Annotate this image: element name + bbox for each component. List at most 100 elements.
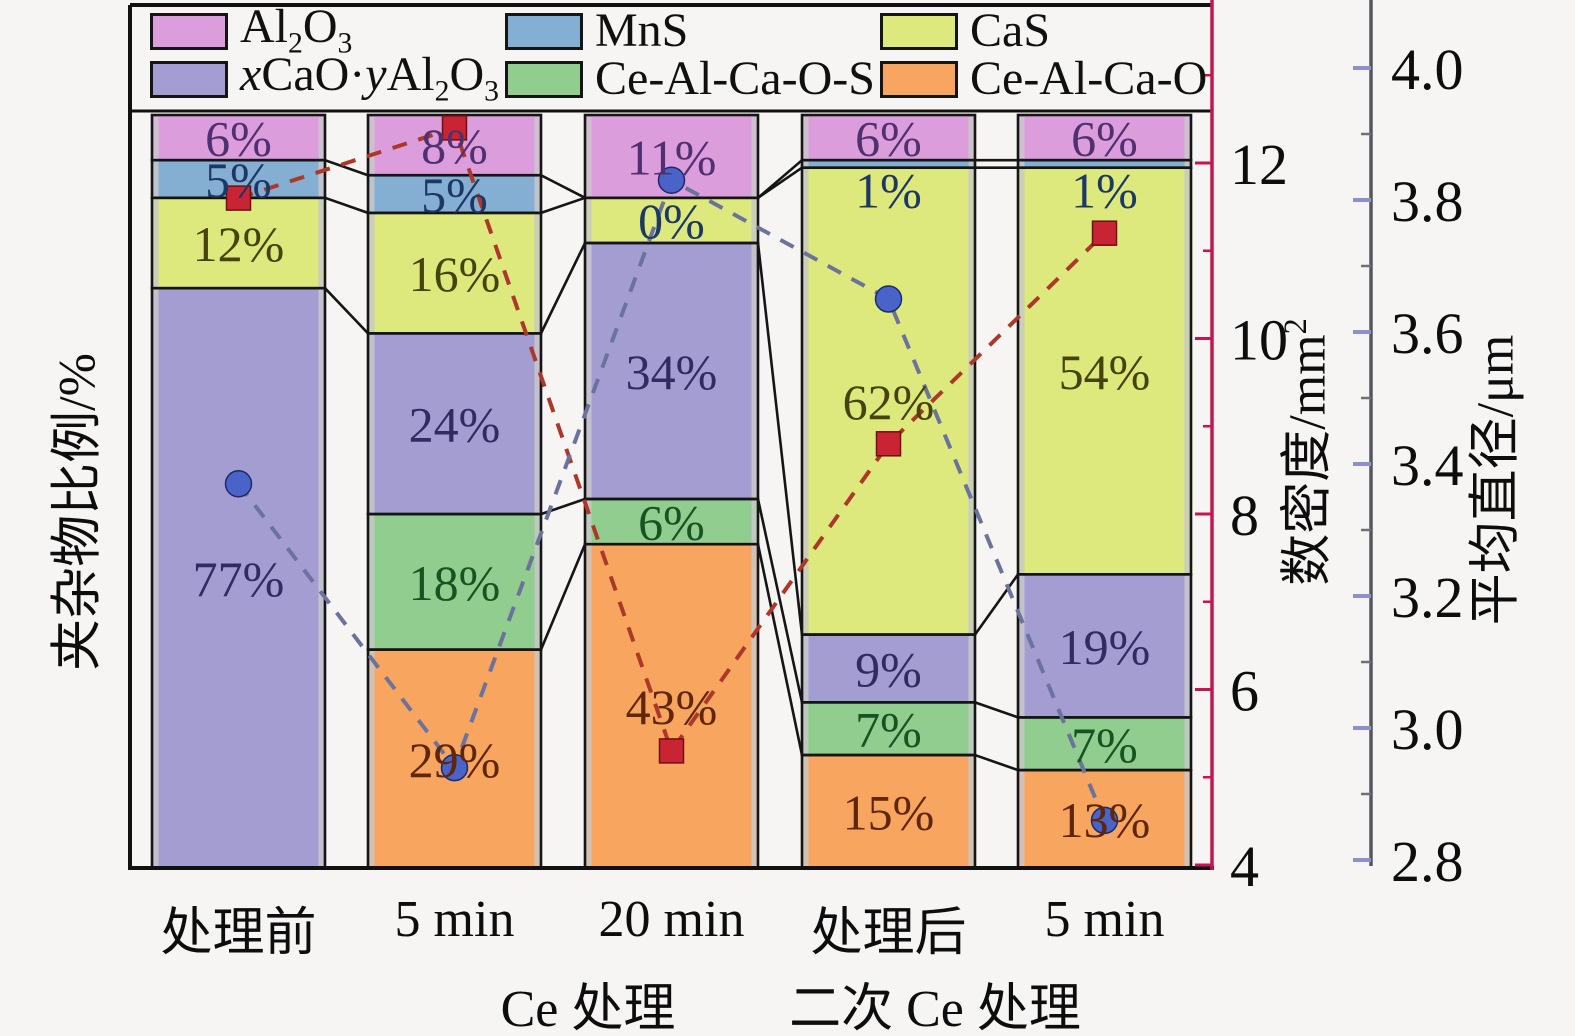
segment-label: 9% xyxy=(855,641,922,697)
legend-label: Al2O3 xyxy=(240,0,353,60)
legend-label: CaS xyxy=(970,4,1051,57)
bar-segment-xCaO-yAl2O3 xyxy=(1018,574,1191,718)
diameter-marker xyxy=(657,166,686,194)
legend-item-MnS: MnS xyxy=(505,7,688,55)
diameter-tick-label: 3.6 xyxy=(1391,301,1464,366)
x-tick-label: 5 min xyxy=(1044,891,1165,948)
bar-segment-CaS xyxy=(802,167,975,635)
x-tick-label: 处理前 xyxy=(160,905,317,962)
segment-connector-line xyxy=(540,196,586,215)
legend-swatch-Al2O3 xyxy=(150,12,228,50)
x-tick-label: 5 min xyxy=(394,891,515,948)
bar-segment-Ce-Al-Ca-O xyxy=(802,755,975,868)
segment-label: 13% xyxy=(1059,792,1151,848)
segment-label: 16% xyxy=(409,246,501,302)
segment-connector-line xyxy=(974,753,1019,772)
segment-label: 1% xyxy=(1071,163,1138,219)
bar-segment-MnS xyxy=(1018,160,1191,168)
segment-label: 34% xyxy=(626,344,718,400)
bar-segment-Ce-Al-Ca-O xyxy=(585,544,758,868)
density-marker xyxy=(225,185,252,211)
density-tick-label: 4 xyxy=(1230,834,1259,899)
segment-label: 12% xyxy=(193,216,285,272)
x-tick-label: 处理后 xyxy=(810,905,967,962)
segment-label: 0% xyxy=(638,193,705,249)
segment-label: 54% xyxy=(1059,344,1151,400)
segment-connector-line xyxy=(540,174,586,199)
segment-connector-line xyxy=(756,242,804,635)
bar-segment-outline xyxy=(366,113,543,177)
segment-connector-line xyxy=(324,287,369,335)
bar-segment-MnS xyxy=(368,175,541,213)
legend-label: MnS xyxy=(595,4,689,57)
diameter-marker xyxy=(1090,806,1119,835)
y-axis-title-density: 数密度/mm2 xyxy=(1277,318,1337,586)
segment-label: 29% xyxy=(409,732,501,788)
segment-label: 6% xyxy=(855,111,922,167)
x-group-label: 二次 Ce 处理 xyxy=(789,981,1081,1036)
segment-label: 77% xyxy=(193,551,285,607)
bar-segment-outline xyxy=(583,113,760,200)
diameter-tick-label: 3.0 xyxy=(1391,697,1464,762)
segment-connector-line xyxy=(539,242,587,334)
bar-segment-xCaO-yAl2O3 xyxy=(152,288,325,868)
diameter-tick-label: 3.2 xyxy=(1391,565,1464,630)
bar-segment-Ce-Al-Ca-O-S xyxy=(585,499,758,545)
y-axis-title-diameter: 平均直径/μm xyxy=(1467,334,1525,626)
segment-connector-line xyxy=(974,701,1019,719)
legend-label: Ce-Al-Ca-O-S xyxy=(595,52,875,105)
bar-segment-Al2O3 xyxy=(802,115,975,161)
segment-label: 19% xyxy=(1059,619,1151,675)
density-tick-label: 6 xyxy=(1230,658,1259,723)
legend-item-CaS: CaS xyxy=(880,7,1050,55)
legend-label: xCaO·yAl2O3 xyxy=(240,48,500,108)
density-tick-label: 12 xyxy=(1230,132,1288,197)
diameter-tick-label: 3.8 xyxy=(1391,169,1464,234)
density-tick-label: 8 xyxy=(1230,483,1259,548)
diameter-tick-label: 4.0 xyxy=(1391,37,1464,102)
density-marker xyxy=(1091,220,1118,246)
bar-segment-xCaO-yAl2O3 xyxy=(368,333,541,515)
segment-label: 6% xyxy=(638,495,705,551)
segment-label: 6% xyxy=(205,111,272,167)
legend-item-xCaO-yAl2O3: xCaO·yAl2O3 xyxy=(150,51,499,106)
segment-label: 8% xyxy=(421,118,488,174)
segment-label: 11% xyxy=(627,129,717,185)
legend-item-Al2O3: Al2O3 xyxy=(150,3,352,58)
bar-segment-xCaO-yAl2O3 xyxy=(585,243,758,500)
segment-connector-line xyxy=(757,159,803,199)
density-tick-label: 10 xyxy=(1230,307,1288,372)
segment-connector-line xyxy=(756,543,804,756)
segment-label: 7% xyxy=(855,702,922,758)
segment-label: 1% xyxy=(855,163,922,219)
bar-segment-outline xyxy=(800,113,977,162)
segment-label: 62% xyxy=(843,374,935,430)
segment-label: 24% xyxy=(409,397,501,453)
x-group-label: Ce 处理 xyxy=(500,981,676,1036)
segment-label: 43% xyxy=(626,679,718,735)
diameter-tick-label: 2.8 xyxy=(1391,829,1464,894)
segment-connector-line xyxy=(324,196,369,215)
segment-label: 6% xyxy=(1071,111,1138,167)
legend-item-Ce-Al-Ca-O: Ce-Al-Ca-O xyxy=(880,55,1207,103)
x-tick-label: 20 min xyxy=(598,891,745,948)
density-line xyxy=(237,125,1106,756)
segment-connector-line xyxy=(756,498,804,703)
bar-segment-outline xyxy=(150,113,327,162)
density-marker xyxy=(441,115,468,141)
y-axis-title-left: 夹杂物比例/% xyxy=(49,353,107,671)
segment-label: 18% xyxy=(409,555,501,611)
diameter-marker xyxy=(874,285,903,313)
legend-label: Ce-Al-Ca-O xyxy=(970,52,1208,105)
segment-label: 7% xyxy=(1071,717,1138,773)
segment-label: 5% xyxy=(205,152,272,208)
bar-segment-Al2O3 xyxy=(1018,115,1191,161)
legend-swatch-Ce-Al-Ca-O xyxy=(880,60,958,98)
bar-segment-Ce-Al-Ca-O-S xyxy=(1018,717,1191,771)
segment-connector-line xyxy=(324,158,369,177)
legend-swatch-xCaO-yAl2O3 xyxy=(150,60,228,98)
bar-segment-Ce-Al-Ca-O-S xyxy=(802,702,975,756)
segment-connector-line xyxy=(539,543,587,651)
